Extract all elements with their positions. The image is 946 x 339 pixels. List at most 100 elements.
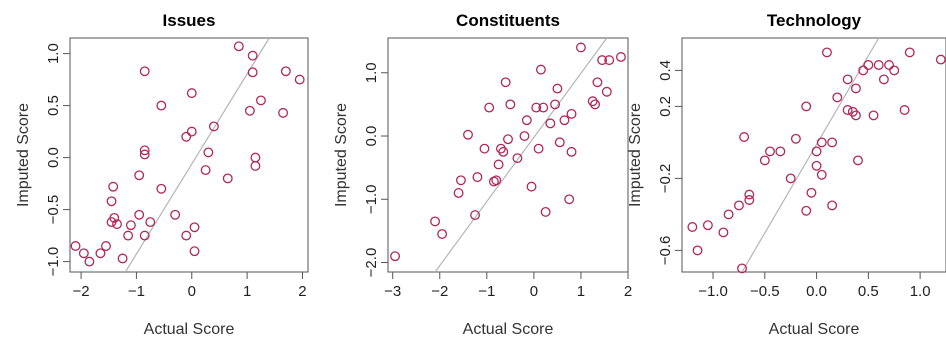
panel-2-data-point-29	[550, 99, 561, 110]
panel-1-x-tick-label-1: −2	[73, 283, 90, 300]
panel-2-data-point-33	[564, 194, 575, 205]
panel-3-data-point-27	[842, 105, 853, 115]
panel-3-data-point-34	[868, 110, 879, 121]
panel-1-data-point-33	[222, 173, 233, 184]
panel-1-data-point-30	[200, 165, 211, 176]
panel-2-data-point-22	[526, 181, 537, 192]
panel-3-data-point-5	[723, 209, 734, 220]
panel-2-y-tick-label-2: −1.0	[363, 184, 380, 214]
panel-1-x-tick-label-3: 0	[188, 283, 196, 300]
panel-2-data-point-27	[540, 206, 551, 217]
panel-1-data-point-24	[181, 230, 192, 241]
panel-2-y-tick-label-3: 0.0	[363, 126, 380, 147]
panel-3-data-point-36	[878, 74, 889, 85]
panel-2-x-tick-label-6: 2	[624, 283, 632, 300]
panel-1-x-axis-label: Actual Score	[144, 321, 235, 338]
panel-1-data-point-18	[134, 170, 145, 181]
panel-1-data-point-13	[125, 220, 136, 231]
panel-3-data-point-31	[853, 155, 863, 166]
panel-2-data-point-34	[566, 108, 577, 119]
panel-2-data-point-6	[463, 129, 473, 140]
panel-3-data-point-16	[801, 205, 812, 216]
panel-3-data-point-25	[832, 92, 843, 103]
panel-3-data-point-39	[899, 105, 910, 115]
panel-2-data-point-41	[601, 86, 612, 97]
panel-2-y-axis-label: Imputed Score	[333, 103, 350, 207]
panel-1-x-tick-label-2: −1	[128, 283, 145, 300]
panel-3-x-tick-label-5: 1.0	[910, 283, 931, 300]
panel-3-data-point-13	[785, 173, 796, 184]
panel-2-data-point-8	[472, 172, 483, 183]
panel-2-data-point-24	[533, 143, 544, 154]
panel-3-data-point-23	[827, 200, 838, 211]
panel-1-data-point-19	[145, 217, 156, 228]
panel-1-y-tick-label-4: 0.5	[45, 95, 62, 116]
panel-1-fit-line	[124, 38, 270, 272]
panel-1-y-tick-label-3: 0.0	[45, 147, 62, 168]
panel-1-data-point-21	[156, 100, 167, 111]
panel-1-data-point-36	[247, 67, 258, 78]
panel-1-y-axis-label: Imputed Score	[15, 103, 32, 207]
panel-2-data-point-1	[390, 251, 401, 262]
panel-3-data-point-21	[816, 169, 827, 180]
panel-3-data-point-2	[692, 245, 703, 256]
panel-1-data-point-4	[95, 248, 106, 259]
panel-1-data-point-8	[112, 219, 122, 230]
panel-2-data-point-28	[545, 118, 556, 129]
panel-3-y-tick-label-4: 0.4	[657, 60, 674, 81]
panel-1-data-point-22	[139, 66, 150, 77]
panel-1-data-point-2	[78, 248, 89, 259]
panel-1-data-point-29	[189, 246, 200, 257]
panel-1-data-point-26	[186, 88, 197, 99]
panel-2-data-point-18	[505, 99, 516, 110]
panel-3-data-point-30	[850, 110, 861, 121]
panel-3-data-point-6	[733, 200, 744, 211]
panel-2-data-point-43	[615, 52, 626, 62]
panel-3-data-point-41	[935, 54, 946, 65]
panel-3-data-point-26	[842, 74, 853, 85]
panel-3-data-point-38	[889, 65, 900, 76]
panel-2-data-point-11	[488, 176, 499, 187]
panel-3-data-point-12	[775, 146, 786, 157]
panel-2-data-point-32	[559, 115, 570, 126]
panel-2-x-axis-label: Actual Score	[463, 321, 554, 338]
panel-1-data-point-39	[250, 160, 261, 171]
panel-2-title: Constituents	[456, 11, 560, 30]
panel-1-data-point-31	[203, 147, 214, 158]
panel-2-data-point-4	[453, 187, 464, 198]
panel-3-x-tick-label-1: −1.0	[698, 283, 728, 300]
panel-1-data-point-9	[106, 196, 117, 207]
panel-1-data-point-15	[139, 230, 150, 241]
panel-1-data-point-41	[278, 107, 289, 118]
panel-2-data-point-21	[521, 115, 532, 126]
panel-1-data-point-11	[117, 253, 128, 264]
panel-1-data-point-38	[250, 152, 261, 163]
panel-3-x-tick-label-4: 0.5	[858, 283, 879, 300]
panel-2-x-tick-label-4: 0	[530, 283, 538, 300]
panel-2-data-point-12	[491, 175, 502, 186]
panel-2-data-point-37	[587, 96, 598, 107]
panel-2-data-point-5	[455, 175, 466, 186]
panel-2-x-tick-label-5: 1	[577, 283, 585, 300]
panel-2-data-point-30	[552, 83, 563, 94]
panel-2-data-point-10	[484, 102, 495, 113]
panel-1-data-point-32	[208, 121, 219, 132]
panel-2-data-point-31	[554, 137, 565, 148]
panel-1-data-point-28	[189, 222, 200, 233]
panel-3-data-point-20	[816, 137, 827, 148]
panel-2-plot-frame	[387, 37, 629, 273]
panel-3-y-axis-label: Imputed Score	[627, 103, 644, 207]
panel-1-data-point-25	[181, 131, 192, 142]
panel-3-data-point-15	[801, 101, 812, 112]
panel-2-data-point-42	[604, 55, 615, 66]
panel-1-data-point-14	[134, 209, 145, 220]
panel-1-data-point-40	[256, 95, 266, 106]
panel-2-data-point-14	[495, 143, 506, 154]
panel-2-data-point-40	[597, 55, 608, 66]
panel-1: −2 −1 0 1 2 −1.0 −0.5 0.0 0.5 1.0 Issues Actual Sco…	[15, 11, 309, 338]
panel-3-data-point-3	[702, 220, 713, 231]
panel-3-x-axis-label: Actual Score	[769, 321, 860, 338]
panel-1-y-tick-label-5: 1.0	[45, 43, 62, 64]
